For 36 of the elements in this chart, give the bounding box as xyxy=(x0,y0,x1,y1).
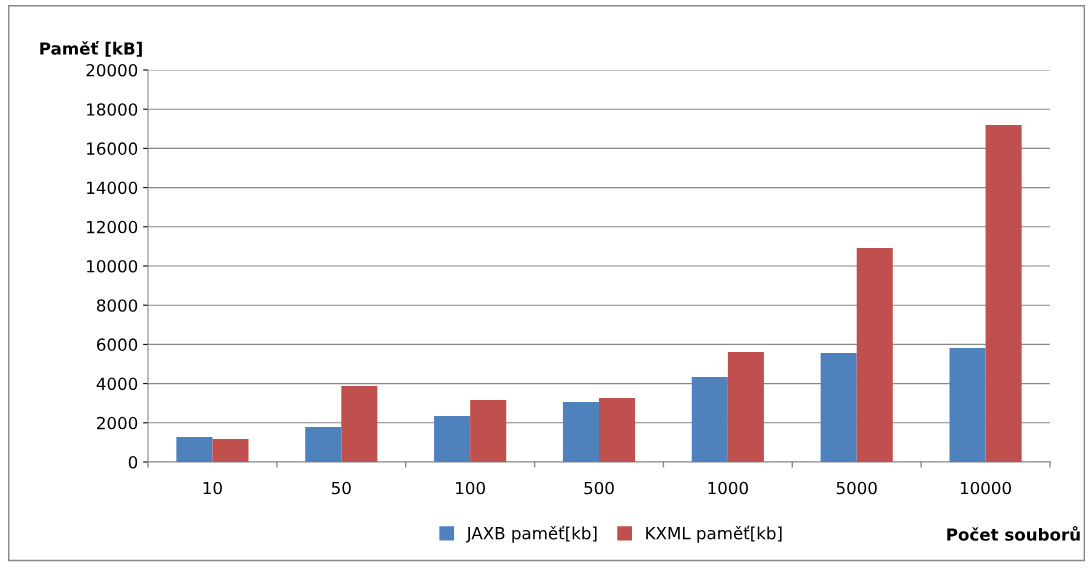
y-tick-label: 2000 xyxy=(97,416,138,430)
x-tick-label: 10 xyxy=(203,481,222,495)
bar xyxy=(176,437,213,462)
bar xyxy=(691,376,728,462)
y-tick-label: 16000 xyxy=(87,142,138,155)
x-tick-label: 100 xyxy=(456,481,485,495)
bar xyxy=(305,426,342,462)
x-tick-label: 5000 xyxy=(836,481,877,495)
bar xyxy=(985,125,1022,462)
x-tick-label: 50 xyxy=(331,481,351,495)
y-tick-label: 18000 xyxy=(87,103,138,116)
y-tick-label: 20000 xyxy=(86,63,138,77)
y-tick-label: 6000 xyxy=(97,338,138,351)
bar xyxy=(820,353,857,462)
x-tick-label: 500 xyxy=(584,481,614,495)
y-tick-label: 8000 xyxy=(96,299,138,312)
bar xyxy=(562,402,599,462)
x-tick-label: 1000 xyxy=(708,481,748,495)
legend-label: JAXB paměť[kb] xyxy=(465,525,597,543)
bar xyxy=(949,347,986,462)
bar xyxy=(599,397,636,462)
bar xyxy=(856,247,893,462)
y-tick-label: 12000 xyxy=(87,220,138,234)
bar xyxy=(434,415,471,462)
legend-label: KXML paměť[kb] xyxy=(646,525,782,543)
x-axis-title: Počet souborů xyxy=(947,525,1080,541)
y-axis-title: Paměť [kB] xyxy=(40,41,142,57)
bar xyxy=(470,400,507,462)
bar xyxy=(341,385,378,462)
x-tick-label: 10000 xyxy=(960,481,1011,495)
y-tick-label: 4000 xyxy=(96,377,138,391)
y-tick-label: 0 xyxy=(128,455,138,469)
y-tick-label: 10000 xyxy=(87,259,138,273)
y-tick-label: 14000 xyxy=(87,181,138,195)
bar xyxy=(727,352,764,462)
bar xyxy=(212,439,249,462)
